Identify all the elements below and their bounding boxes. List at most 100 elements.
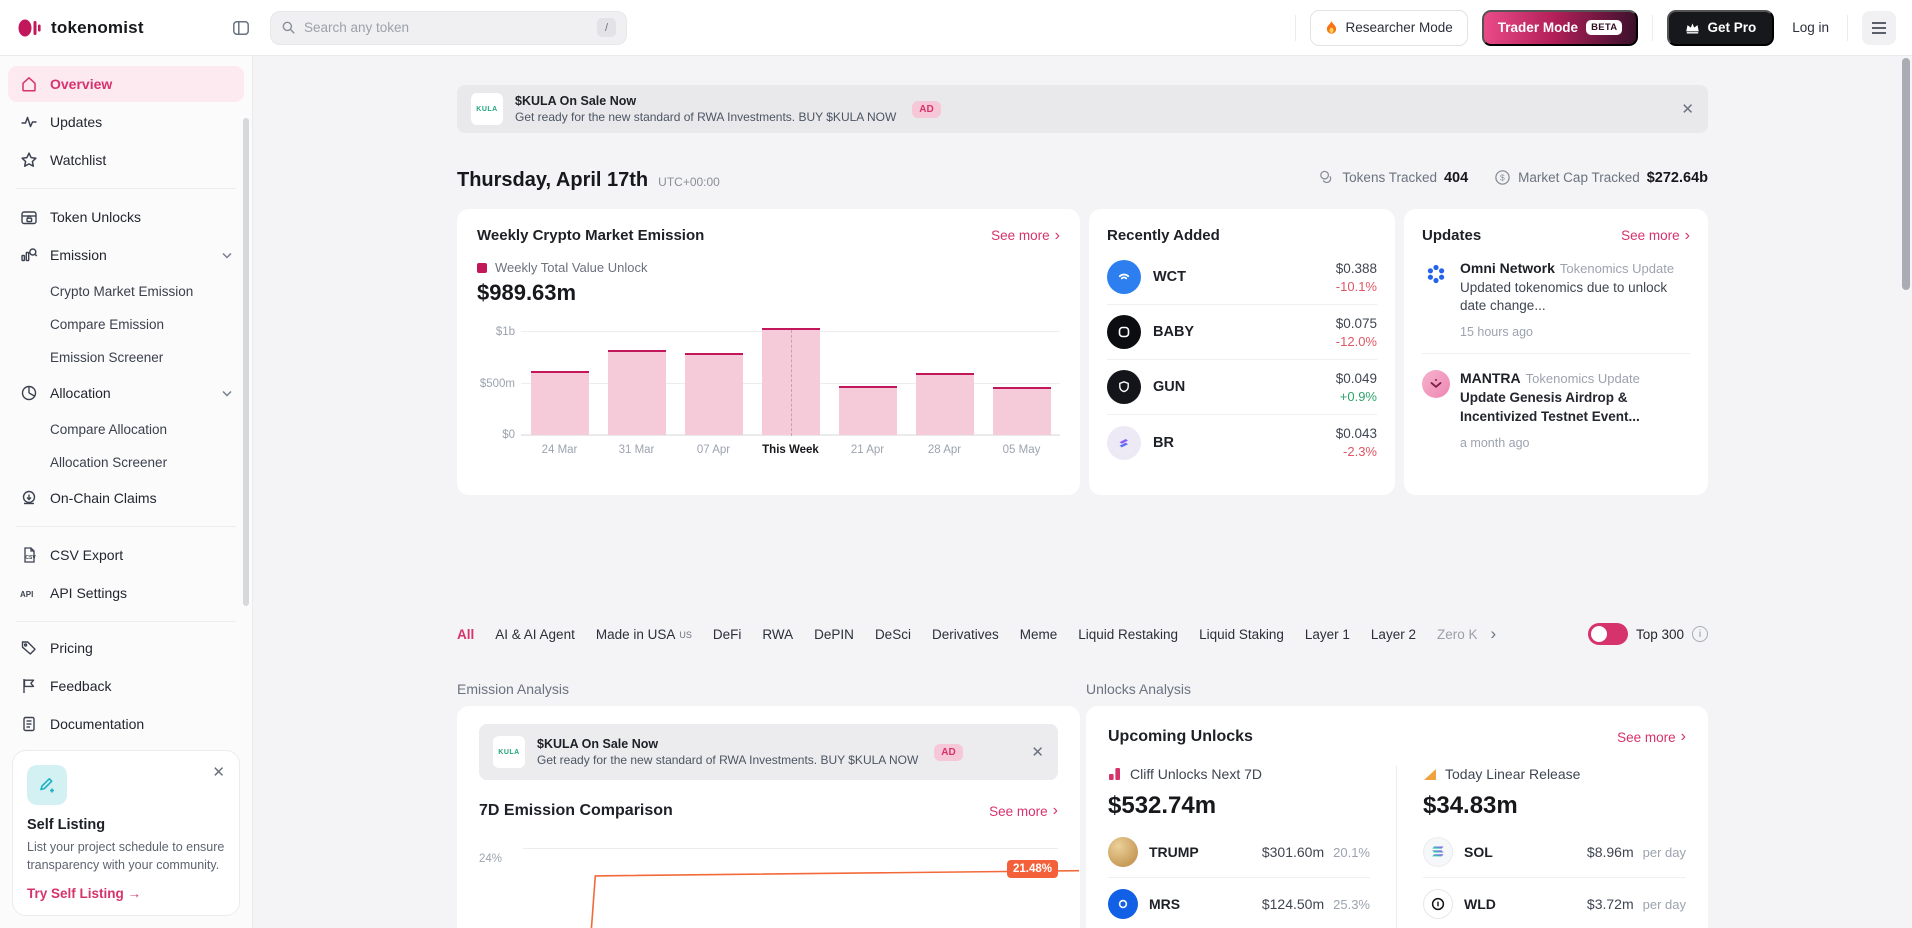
tabs-next-chevron-icon[interactable]: › xyxy=(1490,624,1497,643)
claims-icon xyxy=(20,489,38,507)
search-icon xyxy=(281,20,296,35)
activity-icon xyxy=(20,113,38,131)
kula-ad-banner[interactable]: KULA $KULA On Sale Now Get ready for the… xyxy=(457,85,1708,133)
sidebar-item-overview[interactable]: Overview xyxy=(8,66,244,102)
get-pro-button[interactable]: Get Pro xyxy=(1667,9,1775,46)
tab-ai-agent[interactable]: AI & AI Agent xyxy=(495,626,575,642)
close-icon[interactable]: ✕ xyxy=(1681,101,1694,118)
self-listing-card[interactable]: ✕ Self Listing List your project schedul… xyxy=(12,750,240,916)
update-item-omni[interactable]: Omni Network Tokenomics Update Updated to… xyxy=(1422,260,1690,339)
header-divider xyxy=(1295,14,1297,41)
sidebar-label: API Settings xyxy=(50,585,128,601)
token-price: $0.388 xyxy=(1335,260,1377,276)
unlock-row-sol[interactable]: SOL $8.96m per day xyxy=(1423,826,1686,878)
unlock-row-mrs[interactable]: MRS $124.50m 25.3% xyxy=(1108,878,1370,928)
ad-title: $KULA On Sale Now xyxy=(515,94,637,108)
sidebar-label: Feedback xyxy=(50,678,112,694)
kula-logo: KULA xyxy=(471,93,503,125)
sidebar-collapse-icon[interactable] xyxy=(226,13,256,43)
get-pro-label: Get Pro xyxy=(1707,20,1757,35)
beta-badge: BETA xyxy=(1586,20,1623,35)
see-more-link[interactable]: See more xyxy=(1621,228,1690,244)
linear-release-label: Today Linear Release xyxy=(1445,766,1581,782)
x-axis-tick: 31 Mar xyxy=(618,444,655,456)
y-axis-tick: 24% xyxy=(479,853,503,865)
sidebar-subitem-allocation-screener[interactable]: Allocation Screener xyxy=(50,454,168,470)
sidebar-item-csv-export[interactable]: CSV CSV Export xyxy=(8,537,244,573)
sidebar-label: Token Unlocks xyxy=(50,209,142,225)
bar-07-apr xyxy=(684,353,743,435)
sidebar-item-emission[interactable]: Emission xyxy=(8,237,244,273)
token-row-gun[interactable]: GUN $0.049 +0.9% xyxy=(1107,360,1377,415)
pricing-tag-icon xyxy=(20,639,38,657)
sidebar-item-feedback[interactable]: Feedback xyxy=(8,668,244,704)
try-self-listing-link[interactable]: Try Self Listing → xyxy=(27,886,142,901)
tab-all[interactable]: All xyxy=(457,626,475,642)
see-more-link[interactable]: See more xyxy=(991,228,1060,244)
login-link[interactable]: Log in xyxy=(1792,20,1829,35)
sidebar-item-token-unlocks[interactable]: Token Unlocks xyxy=(8,199,244,235)
bar-05-may xyxy=(992,387,1051,435)
search-input[interactable] xyxy=(304,20,589,35)
token-search[interactable]: / xyxy=(270,10,627,45)
kula-ad-banner-inner[interactable]: KULA $KULA On Sale Now Get ready for the… xyxy=(479,724,1058,780)
tab-rwa[interactable]: RWA xyxy=(762,626,794,642)
tab-defi[interactable]: DeFi xyxy=(712,626,742,642)
brand-logo[interactable]: tokenomist xyxy=(16,15,226,41)
tab-layer-2[interactable]: Layer 2 xyxy=(1370,626,1416,642)
researcher-mode-button[interactable]: Researcher Mode xyxy=(1310,9,1468,46)
unlock-row-wld[interactable]: WLD $3.72m per day xyxy=(1423,878,1686,928)
bar-this-week xyxy=(761,328,820,436)
update-item-mantra[interactable]: MANTRA Tokenomics Update Update Genesis A… xyxy=(1422,370,1690,450)
sidebar-item-onchain-claims[interactable]: On-Chain Claims xyxy=(8,480,244,516)
unlock-row-trump[interactable]: TRUMP $301.60m 20.1% xyxy=(1108,826,1370,878)
top-300-toggle[interactable] xyxy=(1587,623,1628,645)
see-more-link[interactable]: See more xyxy=(989,803,1058,819)
tab-zero-k[interactable]: Zero K xyxy=(1436,626,1478,642)
close-icon[interactable]: ✕ xyxy=(212,764,225,781)
tab-liquid-staking[interactable]: Liquid Staking xyxy=(1199,626,1284,642)
tokens-tracked-value: 404 xyxy=(1443,169,1469,186)
home-icon xyxy=(20,75,38,93)
token-row-br[interactable]: BR $0.043 -2.3% xyxy=(1107,415,1377,470)
tab-liquid-restaking[interactable]: Liquid Restaking xyxy=(1078,626,1179,642)
sidebar-item-updates[interactable]: Updates xyxy=(8,104,244,140)
hamburger-menu-icon[interactable] xyxy=(1862,10,1896,45)
tab-derivatives[interactable]: Derivatives xyxy=(931,626,999,642)
dollar-circle-icon: $ xyxy=(1494,169,1511,186)
sidebar-scroll-area: Overview Updates Watchlist Token Unlocks… xyxy=(0,56,252,626)
updates-card: Updates See more Omni Network Tokenomics … xyxy=(1404,209,1708,495)
see-more-link[interactable]: See more xyxy=(1617,729,1686,745)
tab-meme[interactable]: Meme xyxy=(1019,626,1058,642)
sidebar-item-pricing[interactable]: Pricing xyxy=(8,630,244,666)
token-symbol: TRUMP xyxy=(1149,843,1199,860)
page-scrollbar-thumb[interactable] xyxy=(1902,58,1910,290)
token-row-wct[interactable]: WCT $0.388 -10.1% xyxy=(1107,250,1377,305)
sidebar-subitem-compare-emission[interactable]: Compare Emission xyxy=(50,316,165,332)
sidebar-item-documentation[interactable]: Documentation xyxy=(8,706,244,742)
sidebar-subitem-crypto-market-emission[interactable]: Crypto Market Emission xyxy=(50,283,194,299)
sol-token-icon xyxy=(1423,836,1453,867)
tab-depin[interactable]: DePIN xyxy=(814,626,854,642)
close-icon[interactable]: ✕ xyxy=(1031,744,1044,761)
tab-made-in-usa[interactable]: Made in USA US xyxy=(595,626,692,642)
market-cap-value: $272.64b xyxy=(1646,169,1708,186)
trader-mode-button[interactable]: Trader Mode BETA xyxy=(1481,9,1639,46)
info-icon[interactable]: i xyxy=(1692,626,1708,642)
sidebar-subitem-compare-allocation[interactable]: Compare Allocation xyxy=(50,421,168,437)
sidebar-item-watchlist[interactable]: Watchlist xyxy=(8,142,244,178)
token-row-baby[interactable]: BABY $0.075 -12.0% xyxy=(1107,305,1377,360)
ad-title: $KULA On Sale Now xyxy=(537,737,659,751)
emission-analysis-card: KULA $KULA On Sale Now Get ready for the… xyxy=(457,706,1080,928)
updates-title: Updates xyxy=(1422,227,1482,244)
sidebar-subitem-emission-screener[interactable]: Emission Screener xyxy=(50,349,164,365)
x-axis-tick: 24 Mar xyxy=(541,444,578,456)
sidebar-item-api-settings[interactable]: API API Settings xyxy=(8,575,244,611)
sidebar-scrollbar-thumb[interactable] xyxy=(243,118,249,606)
sidebar-item-allocation[interactable]: Allocation xyxy=(8,375,244,411)
bar-24-mar xyxy=(530,371,589,435)
omni-network-icon xyxy=(1422,260,1450,288)
tab-layer-1[interactable]: Layer 1 xyxy=(1304,626,1350,642)
token-symbol: GUN xyxy=(1153,379,1186,395)
tab-desci[interactable]: DeSci xyxy=(874,626,911,642)
